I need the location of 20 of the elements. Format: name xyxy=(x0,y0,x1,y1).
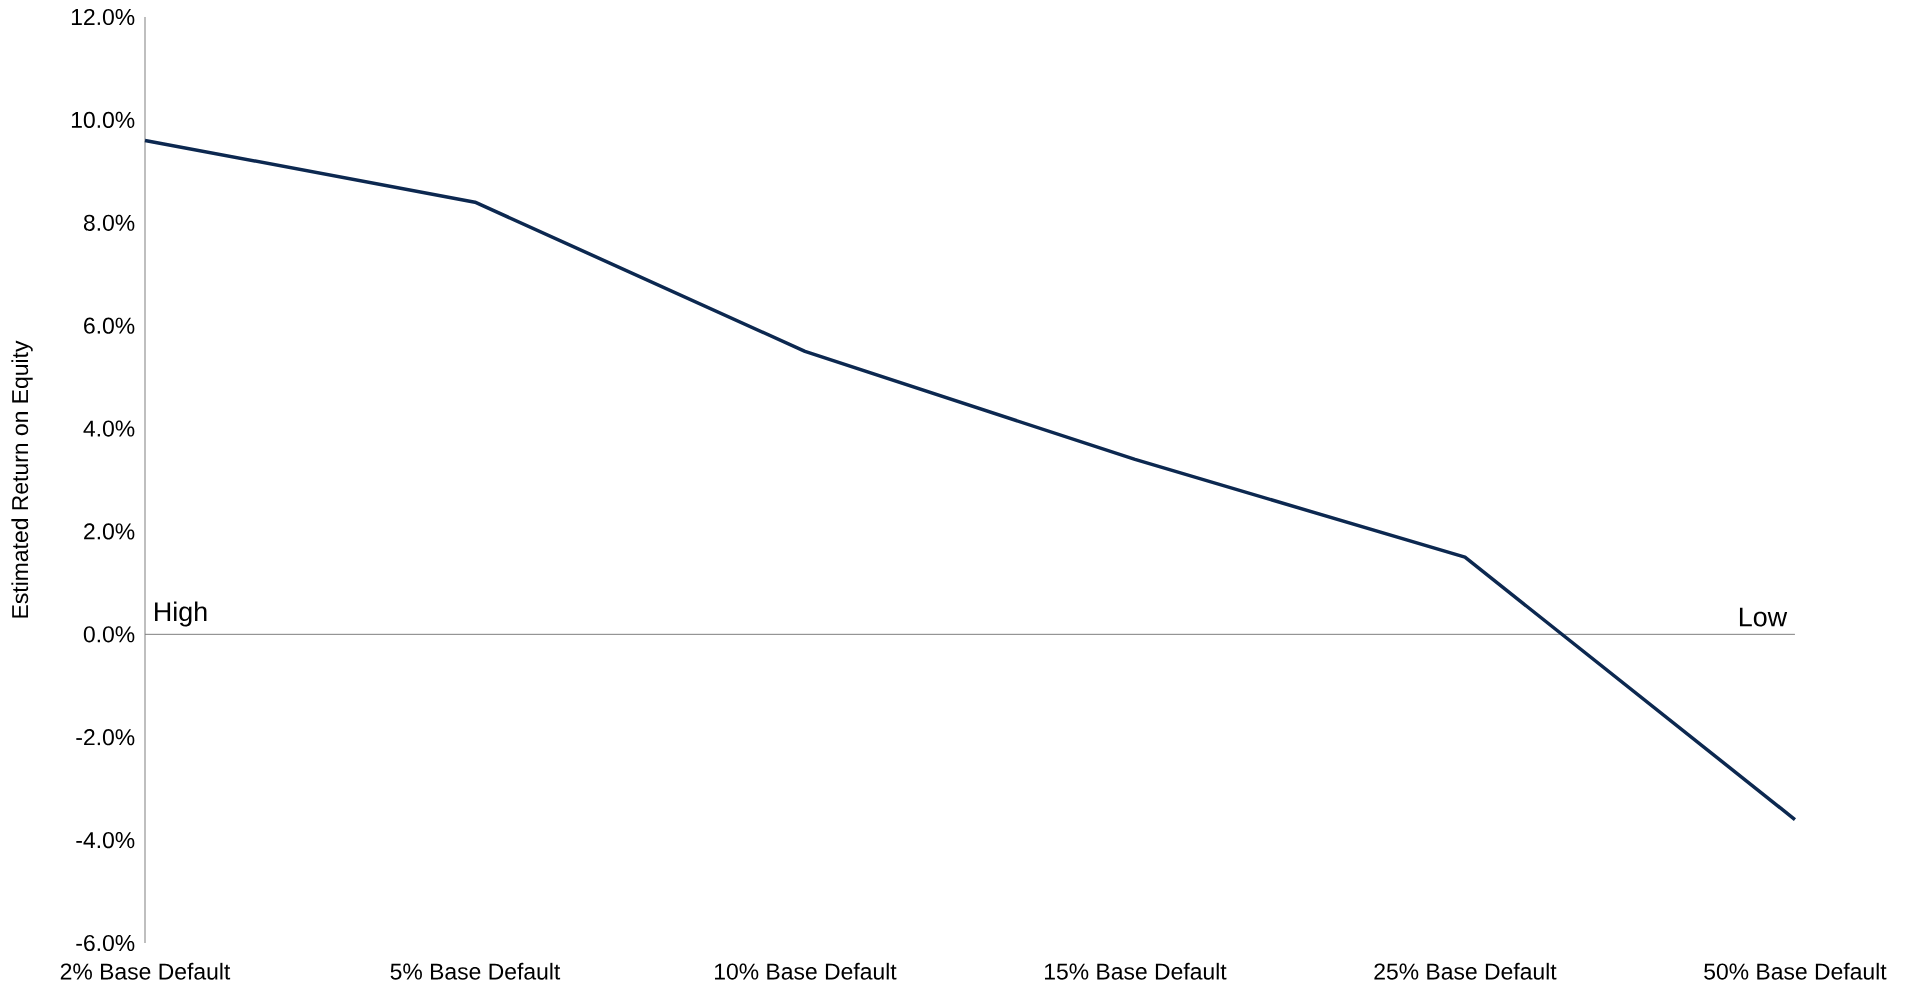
y-tick-label: -4.0% xyxy=(76,832,135,849)
y-tick-label: 10.0% xyxy=(71,111,135,128)
y-tick-label: 2.0% xyxy=(84,523,135,540)
annotation: High xyxy=(155,601,207,627)
y-tick-label: 4.0% xyxy=(83,420,135,437)
y-tick-label: 12.0% xyxy=(71,8,135,26)
x-tick-label: 5% Base Default xyxy=(390,962,561,980)
x-tick-label: 2% Base Default xyxy=(60,962,231,980)
y-tick-label: 0.0% xyxy=(83,626,135,643)
x-tick-label: 50% Base Default xyxy=(1704,962,1887,980)
y-tick-label: -6.0% xyxy=(76,934,135,952)
y-tick-label: 6.0% xyxy=(84,317,135,334)
x-tick-label: 15% Base Default xyxy=(1045,962,1227,980)
y-tick-label: 8.0% xyxy=(83,214,135,231)
x-tick-label: 25% Base Default xyxy=(1374,962,1557,980)
y-axis-title: Estimated Return on Equity xyxy=(11,340,33,618)
x-tick-label: 10% Base Default xyxy=(715,962,897,980)
line-series xyxy=(143,138,1797,822)
annotation: Low xyxy=(1739,607,1788,627)
y-tick-label: -2.0% xyxy=(76,729,135,746)
